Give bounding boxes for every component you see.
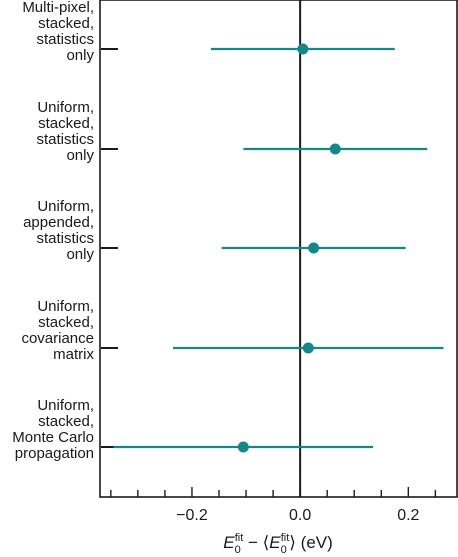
x-axis-label: E0fit − ⟨E0fit⟩ (eV) xyxy=(223,532,333,556)
y-ticks xyxy=(101,48,118,448)
data-point xyxy=(237,441,249,453)
category-label: Uniform, stacked, statistics only xyxy=(36,99,94,164)
data-point xyxy=(297,43,309,55)
category-label: Uniform, stacked, Monte Carlo propagation xyxy=(12,397,94,462)
category-labels: Multi-pixel, stacked, statistics only Unifor… xyxy=(12,0,94,462)
x-tick-label: 0.0 xyxy=(289,507,311,524)
plot-frame xyxy=(99,0,458,498)
data-point xyxy=(302,342,314,354)
data-point xyxy=(329,143,341,155)
category-label: Multi-pixel, stacked, statistics only xyxy=(22,0,94,64)
x-ticks: −0.2 0.0 0.2 xyxy=(110,487,437,524)
category-label: Uniform, stacked, covariance matrix xyxy=(21,298,94,363)
data-point xyxy=(308,242,320,254)
category-label: Uniform, appended, statistics only xyxy=(23,198,94,263)
x-tick-label: 0.2 xyxy=(397,507,419,524)
data-marks xyxy=(113,0,444,497)
x-tick-label: −0.2 xyxy=(176,507,208,524)
